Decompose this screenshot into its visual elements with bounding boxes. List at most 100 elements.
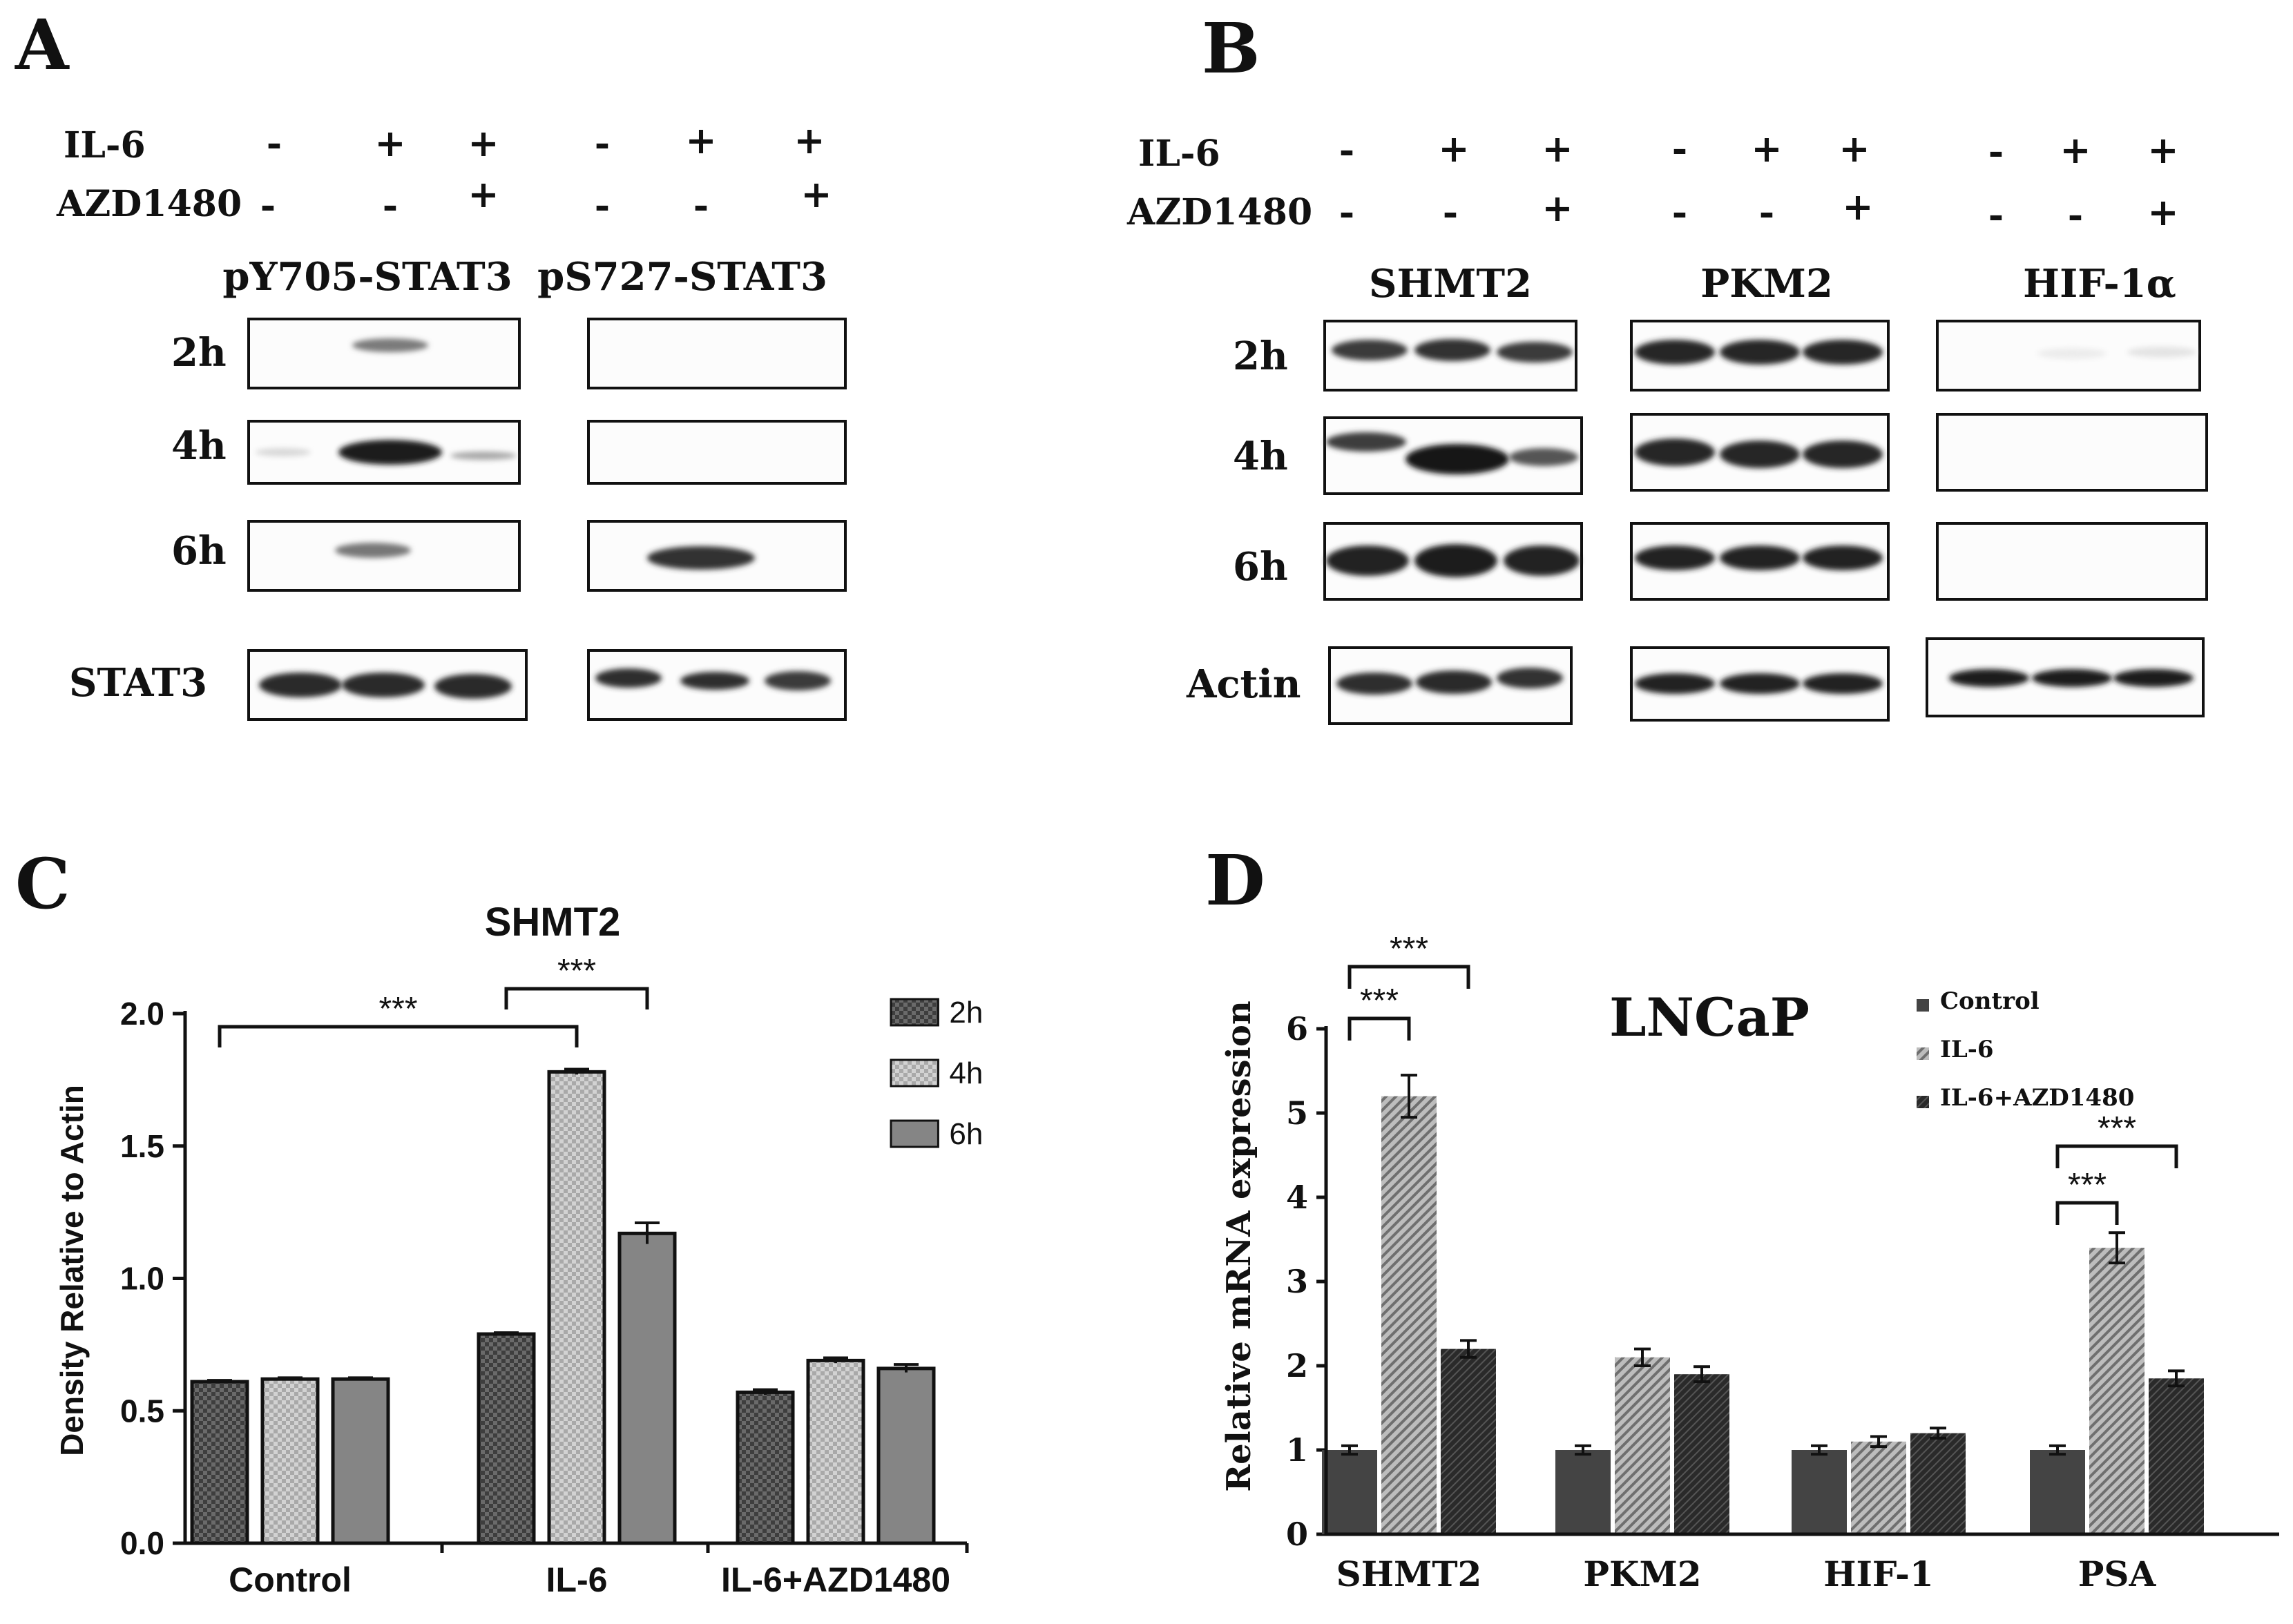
legend-label: 6h [949,1117,983,1151]
y-tick-label: 0 [1286,1516,1308,1553]
sign: + [1751,126,1782,171]
legend-label: Control [1940,987,2040,1015]
legend-label: 4h [949,1056,983,1090]
blot-band [2113,669,2194,687]
sign: - [1672,126,1687,171]
blot-pS727-4h [587,420,847,485]
panel-a-treatments: IL-6 AZD1480 - + + - + + - - + - - + [56,118,832,227]
y-tick-label: 1.5 [120,1128,164,1164]
significance-label: *** [1390,931,1428,967]
bar [736,1390,795,1545]
bar [547,1070,606,1545]
blot-band [1720,340,1800,365]
bar [1441,1348,1496,1534]
significance-bracket [1347,1016,1411,1041]
significance-bracket [2055,1144,2178,1168]
sign: + [1839,126,1870,171]
treatment-name: AZD1480 [56,183,242,225]
blot-band [2037,348,2107,359]
significance-label: *** [378,991,417,1027]
sign: - [1443,190,1458,234]
bar [876,1366,936,1545]
x-tick-label: Control [229,1560,352,1599]
bar [1792,1450,1847,1534]
blot-band [1497,668,1563,688]
blot-band [338,440,442,465]
bar [2149,1378,2204,1534]
time-label: 2h [1233,334,1288,379]
bar [1851,1441,1906,1534]
significance-bracket [2055,1201,2119,1225]
x-tick-label: PSA [2078,1554,2157,1594]
blot-header: PKM2 [1700,261,1833,307]
blot-band [1803,673,1883,694]
legend-swatch [890,998,939,1027]
y-tick-label: 0.0 [120,1525,164,1561]
sign: + [1842,184,1873,229]
sign: - [383,183,398,227]
blot-header: pS727-STAT3 [537,254,827,300]
bar [1674,1374,1729,1534]
blot-grid-a [247,318,847,721]
sign: + [2060,128,2091,172]
x-tick-label: PKM2 [1583,1554,1701,1594]
y-tick-label: 0.5 [120,1393,164,1429]
y-axis-label: Density Relative to Actin [54,1085,90,1456]
significance-bracket [218,1025,579,1047]
blot-band [450,452,517,460]
sign: - [1339,128,1354,172]
blot-band [1504,545,1580,576]
blot-band [335,543,411,558]
blot-band [2127,347,2196,358]
sign: - [1759,190,1774,234]
blot-band [259,673,342,697]
time-label: 6h [1233,544,1288,590]
bar [1381,1096,1437,1534]
legend-swatch [1917,1047,1929,1060]
blot-band [1635,673,1715,694]
blot-hif-4h [1936,413,2208,492]
x-tick-label: IL-6 [546,1560,608,1599]
blot-band [342,673,425,697]
blot-band [1803,340,1883,365]
blot-band [1509,448,1578,466]
sign: - [1339,190,1354,234]
sign: - [595,121,610,165]
chart-d: LNCaP Relative mRNA expression 0 1 2 3 4 5 6 SH… [1220,931,2279,1594]
sign: - [693,183,709,227]
x-tick-label: HIF-1 [1823,1554,1933,1594]
panel-label-a: A [15,4,70,86]
blot-band [1803,545,1883,570]
legend-label: 2h [949,996,983,1030]
blot-band [1949,669,2029,687]
time-label: 4h [1233,434,1288,479]
bar [1910,1433,1966,1534]
significance-label: *** [2098,1110,2136,1147]
y-tick-label: 1.0 [120,1261,164,1297]
blot-band [1720,545,1800,570]
chart-title: LNCaP [1609,987,1810,1048]
panel-b-treatments: IL-6 AZD1480 - + + - + + - + + - - + - -… [1126,126,2179,237]
blot-band [1720,673,1800,694]
legend-swatch [890,1119,939,1148]
significance-label: *** [1360,983,1399,1019]
blot-grid-b [1323,320,2208,725]
panel-label-d: D [1205,840,1265,921]
blot-hif-6h [1936,522,2208,601]
blot-band [1635,340,1715,365]
time-label: 6h [171,528,227,574]
blot-band [680,672,749,690]
blot-band [1416,670,1492,694]
blot-band [434,674,512,699]
sign: + [1542,126,1573,171]
blot-band [595,668,662,688]
chart-title: SHMT2 [485,900,621,945]
sign: + [685,118,716,162]
blot-band [1414,339,1490,361]
blot-band [1332,340,1408,360]
significance-bracket [504,987,649,1009]
blot-band [1326,432,1406,452]
blot-band [765,671,831,690]
significance-label: *** [2068,1167,2107,1204]
